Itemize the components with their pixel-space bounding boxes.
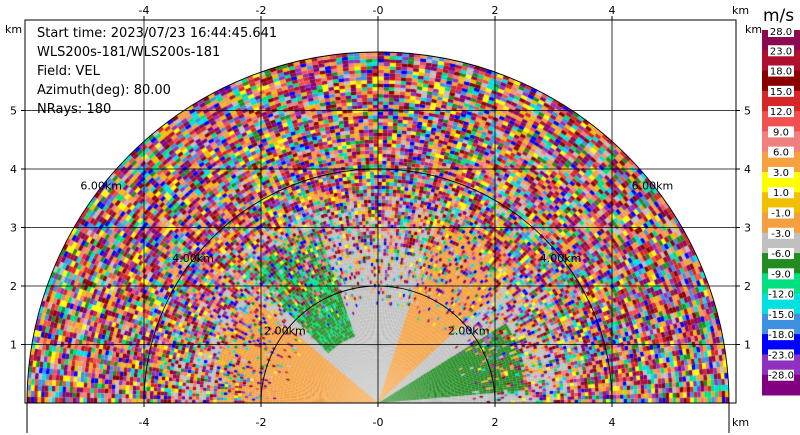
colorbar-label-bg [768, 45, 794, 57]
x-axis-unit-top: km [732, 4, 749, 17]
nrays-text: NRays: 180 [37, 102, 112, 117]
colorbar-label: -23.0 [768, 350, 794, 361]
colorbar-label-bg [768, 207, 794, 219]
colorbar-label-bg [768, 187, 794, 199]
x-tick-label-bottom: -4 [139, 416, 150, 429]
colorbar-label-bg [768, 126, 794, 138]
y-tick-label-left: 5 [10, 105, 17, 118]
colorbar-label: 3.0 [773, 168, 789, 179]
colorbar-label-bg [768, 106, 794, 118]
y-tick-label-left: 4 [10, 163, 17, 176]
colorbar-label: -12.0 [768, 290, 794, 301]
azimuth-text: Azimuth(deg): 80.00 [37, 83, 171, 98]
y-tick-label-right: 3 [744, 222, 751, 235]
colorbar-label-bg [768, 329, 794, 341]
colorbar-label: -9.0 [771, 269, 791, 280]
colorbar-label-bg [768, 146, 794, 158]
y-tick-label-left: 1 [10, 339, 17, 352]
colorbar-label-bg [768, 288, 794, 300]
colorbar-label-bg [768, 85, 794, 97]
range-ring [260, 285, 496, 404]
y-tick-label-left: 3 [10, 222, 17, 235]
y-axis-unit-left: km [5, 23, 22, 36]
x-tick-label-top: -4 [139, 4, 150, 17]
colorbar-label: 12.0 [770, 107, 792, 118]
colorbar-label-bg [768, 369, 794, 381]
colorbar-label-bg [768, 248, 794, 260]
colorbar-label-bg [768, 227, 794, 239]
colorbar-label: -3.0 [771, 229, 791, 240]
y-tick-label-right: 5 [744, 105, 751, 118]
radar-ppi-plot [25, 20, 736, 403]
range-ring-label: 6.00km [632, 180, 674, 193]
y-tick-label-right: 4 [744, 163, 751, 176]
colorbar-label-bg [768, 349, 794, 361]
colorbar: 28.0 23.0 18.0 15.0 12.0 9.0 6.0 3.0 1.0 -1.0 -3.0… [762, 26, 800, 396]
x-tick-label-top: 4 [609, 4, 616, 17]
range-ring-label: 2.00km [448, 325, 490, 338]
colorbar-unit: m/s [763, 6, 795, 26]
colorbar-label-bg [768, 166, 794, 178]
x-tick-label-bottom: 4 [609, 416, 616, 429]
colorbar-label-bg [768, 65, 794, 77]
colorbar-label-bg [768, 308, 794, 320]
y-axis-unit-right: km [745, 23, 762, 36]
colorbar-label: 15.0 [770, 87, 792, 98]
colorbar-label: 28.0 [770, 27, 792, 38]
y-tick-label-right: 2 [744, 280, 751, 293]
colorbar-label: 1.0 [773, 188, 789, 199]
range-ring-label: 4.00km [172, 252, 214, 265]
field-text: Field: VEL [37, 64, 100, 79]
colorbar-label: -18.0 [768, 330, 794, 341]
range-ring [143, 168, 613, 404]
range-ring-label: 6.00km [80, 180, 122, 193]
y-tick-label-right: 1 [744, 339, 751, 352]
ticks-layer: -4 -4 -2 -2 -0 -0 2 2 4 4 1 1 2 2 3 3 4 4 5 5 km km km km [5, 4, 762, 433]
colorbar-label: 6.0 [773, 148, 789, 159]
x-tick-label-top: -0 [373, 4, 384, 17]
colorbar-label: -6.0 [771, 249, 791, 260]
colorbar-label: -28.0 [768, 371, 794, 382]
colorbar-label: -1.0 [771, 209, 791, 220]
x-tick-label-bottom: -2 [256, 416, 267, 429]
x-tick-label-bottom: -0 [373, 416, 384, 429]
colorbar-label: 23.0 [770, 46, 792, 57]
grid-layer [25, 20, 736, 404]
range-ring-label: 4.00km [540, 252, 582, 265]
range-ring-label: 2.00km [264, 325, 306, 338]
x-axis-unit-bottom: km [732, 416, 749, 429]
x-tick-label-top: 2 [492, 4, 499, 17]
y-tick-label-left: 2 [10, 280, 17, 293]
start-time-text: Start time: 2023/07/23 16:44:45.641 [37, 26, 278, 41]
colorbar-label: 9.0 [773, 127, 789, 138]
x-tick-label-top: -2 [256, 4, 267, 17]
instrument-text: WLS200s-181/WLS200s-181 [37, 45, 221, 60]
range-rings: 2.00km 2.00km 4.00km 4.00km 6.00km 6.00km [26, 51, 730, 404]
colorbar-label-bg [768, 268, 794, 280]
info-block: Start time: 2023/07/23 16:44:45.641 WLS2… [37, 24, 277, 119]
range-ring [26, 51, 730, 404]
x-tick-label-bottom: 2 [492, 416, 499, 429]
colorbar-label: 18.0 [770, 67, 792, 78]
colorbar-label: -15.0 [768, 310, 794, 321]
colorbar-label-bg [768, 26, 794, 37]
